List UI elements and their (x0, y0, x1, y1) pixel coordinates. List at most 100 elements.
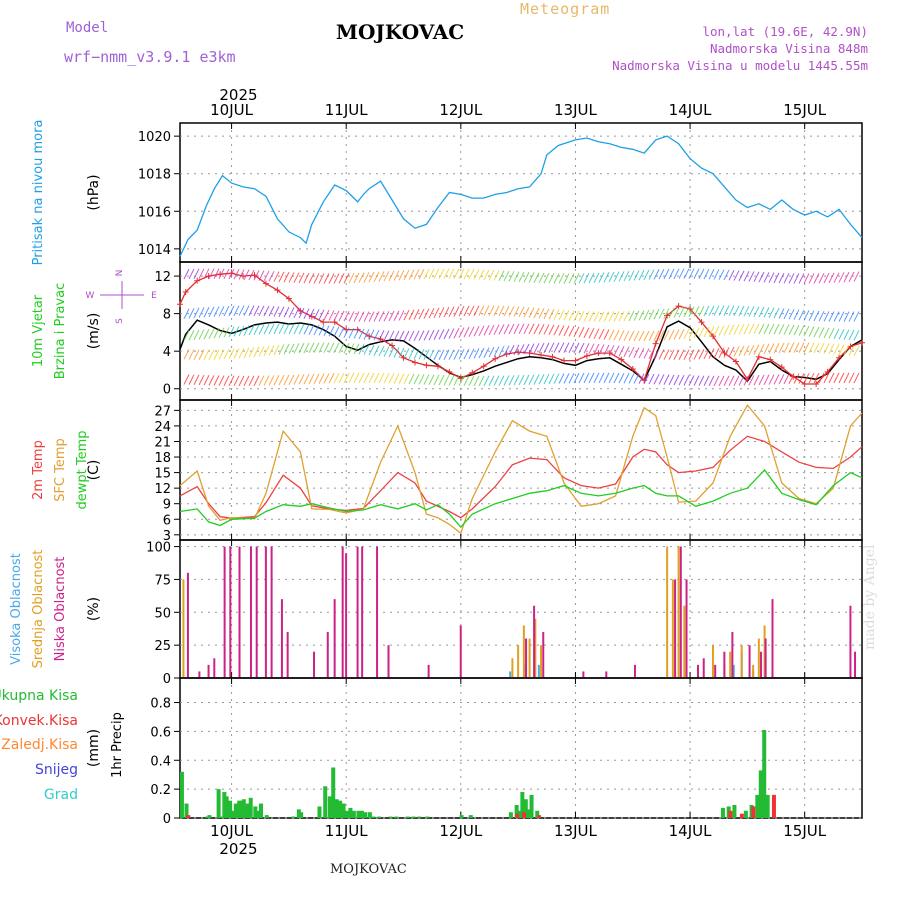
wind-barb (193, 329, 200, 341)
wind-barb (483, 347, 490, 358)
wind-barb (483, 305, 490, 316)
wind-barb (343, 272, 350, 284)
y-tick-label-temperature: 15 (154, 467, 171, 482)
wind-barb (208, 349, 215, 360)
compass-east: E (151, 291, 157, 301)
wind-barb (708, 375, 715, 387)
wind-barb (753, 374, 760, 386)
precip-bar-precip_total (526, 809, 531, 818)
chart-title: MOJKOVAC (335, 20, 465, 44)
wind-barb (693, 306, 700, 317)
wind-barb-band (183, 372, 860, 387)
wind-barb (268, 305, 275, 317)
unit-label-temperature: (C) (86, 460, 102, 481)
wind-barb (588, 327, 595, 339)
wind-barb (398, 330, 405, 342)
wind-barb (228, 305, 235, 317)
wind-barb (813, 273, 820, 284)
gust-marker (177, 301, 183, 308)
wind-barb (493, 346, 500, 357)
wind-barb (298, 272, 305, 284)
wind-barb (638, 373, 645, 384)
wind-barb (568, 310, 575, 321)
wind-barb (268, 345, 275, 356)
wind-barb (778, 324, 785, 335)
wind-barb (443, 349, 450, 360)
wind-barb (343, 372, 350, 384)
wind-barb (503, 270, 510, 282)
wind-barb (308, 308, 315, 320)
precip-bar-precip_total (259, 803, 264, 818)
y-tick-label-wind: 4 (163, 345, 171, 360)
wind-barb (363, 344, 370, 355)
wind-barb (443, 375, 450, 386)
series-line-pressure (179, 135, 863, 257)
cloud-bar-cloud_low (674, 579, 677, 678)
wind-barb (688, 375, 695, 386)
wind-barb (183, 374, 190, 385)
wind-barb (253, 375, 260, 386)
wind-barb (528, 323, 535, 335)
wind-barb (233, 269, 240, 280)
wind-barb (243, 325, 250, 336)
wind-barb (773, 272, 780, 284)
cloud-bar-cloud_low (270, 546, 273, 678)
precip-bar-precip_total (264, 815, 269, 818)
gust-marker (389, 342, 396, 349)
wind-barb (648, 269, 655, 280)
wind-barb (508, 345, 515, 356)
cloud-bar-cloud_mid (677, 546, 680, 678)
wind-barb (828, 311, 835, 322)
wind-barb (333, 342, 340, 354)
wind-barb (228, 326, 235, 338)
top-axis-year: 2025 (219, 86, 257, 104)
precip-bar-precip_total (239, 800, 244, 818)
wind-barb (778, 342, 785, 354)
cloud-bar-cloud_low (387, 645, 390, 678)
wind-barb (458, 349, 465, 360)
wind-barb (838, 329, 845, 340)
wind-barb (223, 327, 230, 338)
wind-barb (853, 330, 860, 341)
wind-barb (618, 311, 625, 322)
wind-barb (553, 309, 560, 320)
wind-barb (308, 273, 315, 284)
wind-barb (528, 374, 535, 385)
wind-barb (733, 305, 740, 317)
wind-barb (223, 305, 230, 317)
wind-barb (238, 325, 245, 337)
wind-barb (313, 324, 320, 336)
wind-barb (408, 348, 415, 359)
y-tick-label-temperature: 6 (163, 513, 171, 528)
cloud-bar-cloud_mid (182, 579, 185, 678)
wind-barb (548, 342, 555, 353)
wind-barb (383, 310, 390, 322)
wind-barb (433, 349, 440, 360)
wind-barb (748, 375, 755, 386)
wind-barb (413, 309, 420, 320)
wind-barb (278, 306, 285, 317)
wind-barb (548, 324, 555, 335)
wind-barb (513, 344, 520, 356)
precip-bar-precip_total (205, 816, 210, 818)
wind-barb (398, 347, 405, 359)
wind-barb (713, 348, 720, 359)
wind-barb (853, 345, 860, 357)
wind-barb (278, 323, 285, 335)
bottom-axis-label: 13JUL (554, 822, 597, 840)
wind-barb (533, 374, 540, 385)
wind-barb (458, 305, 465, 317)
gust-marker (560, 357, 567, 364)
wind-barb (248, 375, 255, 387)
precip-bar-precip_total (327, 796, 332, 818)
wind-barb (423, 268, 430, 280)
wind-barb (193, 268, 200, 280)
wind-barb (698, 327, 705, 338)
wind-barb (773, 323, 780, 335)
wind-barb (823, 327, 830, 339)
wind-barb (218, 375, 225, 386)
wind-barb (203, 268, 210, 279)
wind-barb (723, 269, 730, 281)
wind-barb (443, 268, 450, 279)
